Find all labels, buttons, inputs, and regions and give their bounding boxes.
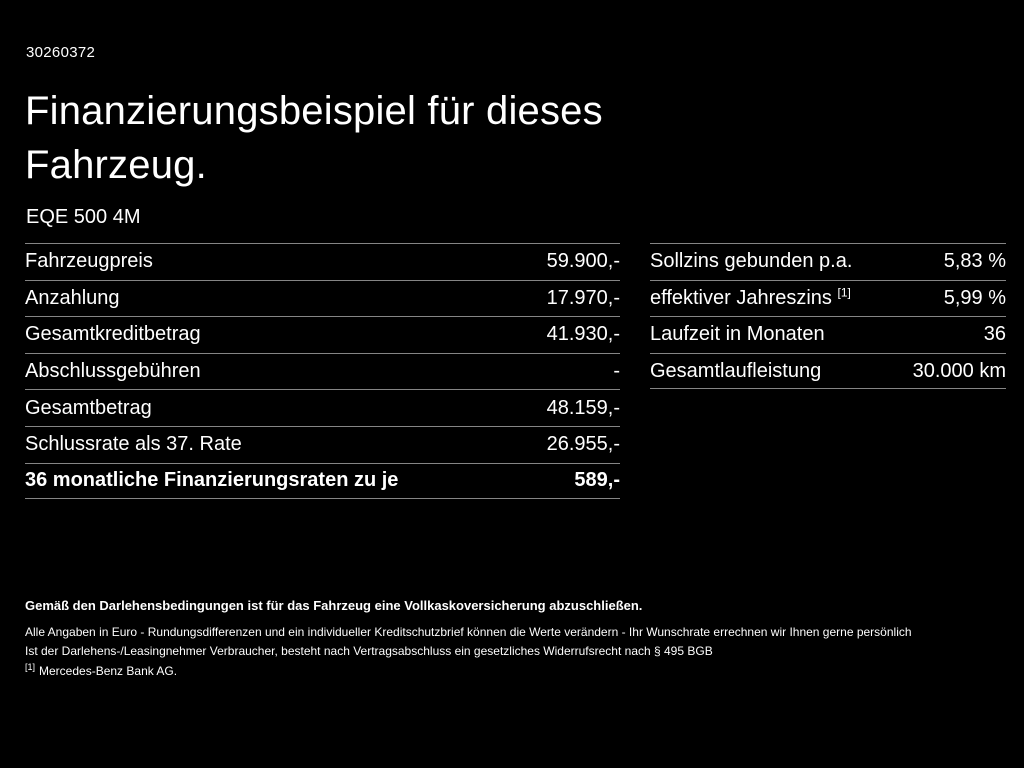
row-value: 41.930,- [546,323,620,346]
row-value: 17.970,- [546,286,620,309]
footnote-ref: [1] [837,285,851,300]
footnote-text: Mercedes-Benz Bank AG. [39,664,178,678]
row-label: Fahrzeugpreis [25,250,153,273]
row-value: 48.159,- [546,396,620,419]
row-label: Gesamtkreditbetrag [25,323,201,346]
financing-tables: Fahrzeugpreis 59.900,- Anzahlung 17.970,… [25,243,1006,500]
table-row-monatsrate: 36 monatliche Finanzierungsraten zu je 5… [25,462,620,500]
table-row-laufzeit: Laufzeit in Monaten 36 [650,316,1006,353]
table-row-schlussrate: Schlussrate als 37. Rate 26.955,- [25,425,620,463]
table-row-gesamtlaufleistung: Gesamtlaufleistung 30.000 km [650,352,1006,390]
page-title-line2: Fahrzeug. [25,143,207,187]
footnote-marker: [1] [25,662,36,672]
bank-footnote: [1] Mercedes-Benz Bank AG. [25,662,1006,679]
row-value: - [613,360,620,383]
row-label: effektiver Jahreszins [1] [650,285,851,310]
row-value: 59.900,- [546,250,620,273]
row-label: 36 monatliche Finanzierungsraten zu je [25,469,399,492]
financing-table-left: Fahrzeugpreis 59.900,- Anzahlung 17.970,… [25,243,620,500]
table-row-abschlussgebuehren: Abschlussgebühren - [25,352,620,390]
vehicle-model: EQE 500 4M [26,206,141,228]
table-row-fahrzeugpreis: Fahrzeugpreis 59.900,- [25,243,620,280]
legal-note-1: Alle Angaben in Euro - Rundungsdifferenz… [25,625,912,639]
table-row-effektiver-jahreszins: effektiver Jahreszins [1] 5,99 % [650,279,1006,317]
table-row-gesamtkreditbetrag: Gesamtkreditbetrag 41.930,- [25,316,620,353]
insurance-note: Gemäß den Darlehensbedingungen ist für d… [25,598,643,613]
row-value: 36 [983,323,1006,346]
table-row-anzahlung: Anzahlung 17.970,- [25,279,620,317]
table-row-gesamtbetrag: Gesamtbetrag 48.159,- [25,389,620,426]
row-value: 5,99 % [943,286,1006,309]
document-id: 30260372 [26,44,96,61]
page-title-line1: Finanzierungsbeispiel für dieses [25,89,603,133]
legal-note-2: Ist der Darlehens-/Leasingnehmer Verbrau… [25,644,713,658]
row-value: 26.955,- [546,433,620,456]
table-row-sollzins: Sollzins gebunden p.a. 5,83 % [650,243,1006,280]
financing-table-right: Sollzins gebunden p.a. 5,83 % effektiver… [650,243,1006,390]
row-value: 30.000 km [912,359,1006,382]
row-value: 5,83 % [943,250,1006,273]
row-label-text: effektiver Jahreszins [650,286,832,309]
page-title: Finanzierungsbeispiel für dieses Fahrzeu… [25,84,603,192]
row-value: 589,- [574,469,620,492]
row-label: Schlussrate als 37. Rate [25,433,242,456]
row-label: Gesamtbetrag [25,396,152,419]
row-label: Laufzeit in Monaten [650,323,825,346]
row-label: Gesamtlaufleistung [650,359,822,382]
row-label: Sollzins gebunden p.a. [650,250,853,273]
row-label: Anzahlung [25,286,120,309]
row-label: Abschlussgebühren [25,360,201,383]
legal-footer: Gemäß den Darlehensbedingungen ist für d… [25,598,1006,678]
